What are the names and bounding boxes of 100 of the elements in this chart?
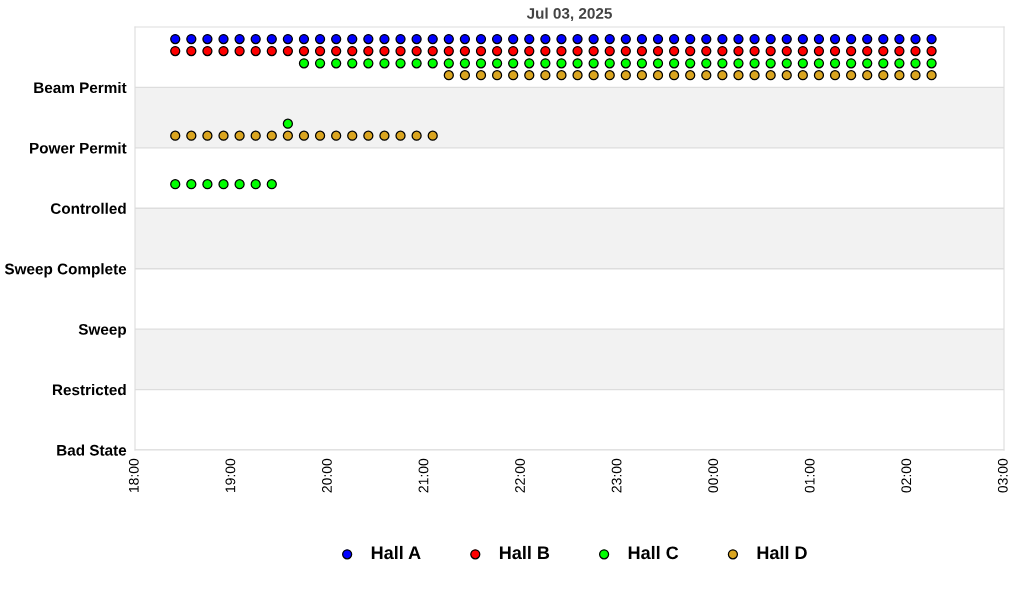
point [491,45,503,57]
point [459,33,471,45]
point [298,58,310,69]
category-label: Bad State [57,444,127,456]
legend-label: Hall B [499,545,550,560]
point [813,70,825,81]
point [717,45,728,57]
point [411,58,422,69]
point [508,45,519,57]
point [781,58,792,69]
point [620,33,631,45]
point [363,45,374,57]
point [685,58,696,69]
point [314,33,326,45]
point [668,70,680,81]
point [556,70,567,81]
point [218,33,229,45]
point [701,58,712,69]
point [845,70,857,81]
point [604,45,615,57]
point [250,45,261,57]
point [701,33,712,45]
point [620,45,631,57]
point [781,45,792,57]
point [250,33,261,45]
point [733,45,744,57]
point [298,130,310,141]
point [797,58,808,69]
point [668,33,680,45]
point [749,45,760,57]
point [459,58,471,69]
point [572,58,583,69]
x-tick-label: 21:00 [418,458,429,493]
point [443,33,454,45]
point [379,130,390,141]
point [765,58,776,69]
category-label: Restricted [52,384,126,396]
point [926,33,937,45]
x-tick-label: 01:00 [804,458,815,493]
point [411,45,422,57]
point [701,45,712,57]
point [395,33,406,45]
point [524,33,535,45]
point [636,70,648,81]
point [234,33,245,45]
point [910,58,921,69]
point [894,33,905,45]
point [491,58,503,69]
point [475,33,487,45]
point [298,33,310,45]
legend-label: Hall D [757,545,807,560]
point [186,45,197,57]
point [524,58,535,69]
point [540,45,551,57]
point [508,70,519,81]
point [652,58,664,69]
point [395,130,406,141]
point [556,58,567,69]
point [170,179,181,190]
point [540,58,551,69]
category-label: Sweep Complete [4,263,127,278]
point [363,58,374,69]
point [218,179,229,190]
point [668,45,680,57]
point [652,45,664,57]
point [845,45,857,57]
point [395,45,406,57]
point [829,45,841,57]
point [202,179,213,190]
point [797,33,808,45]
x-tick-label: 19:00 [225,458,236,493]
point [829,70,841,81]
point [443,70,454,81]
point [218,130,229,141]
point [926,45,937,57]
point [331,58,342,69]
point [379,45,390,57]
point [717,70,728,81]
point [733,70,744,81]
point [186,33,197,45]
point [459,70,471,81]
point [636,33,648,45]
point [572,70,583,81]
point [282,45,294,57]
point [878,45,889,57]
point [395,58,406,69]
point [443,45,454,57]
point [266,45,277,57]
point [572,33,583,45]
point [620,70,631,81]
point [588,58,599,69]
point [878,70,889,81]
point [427,130,438,141]
point [749,58,760,69]
point [524,70,535,81]
point [797,70,808,81]
point [556,33,567,45]
point [781,70,792,81]
point [331,45,342,57]
point [862,70,873,81]
